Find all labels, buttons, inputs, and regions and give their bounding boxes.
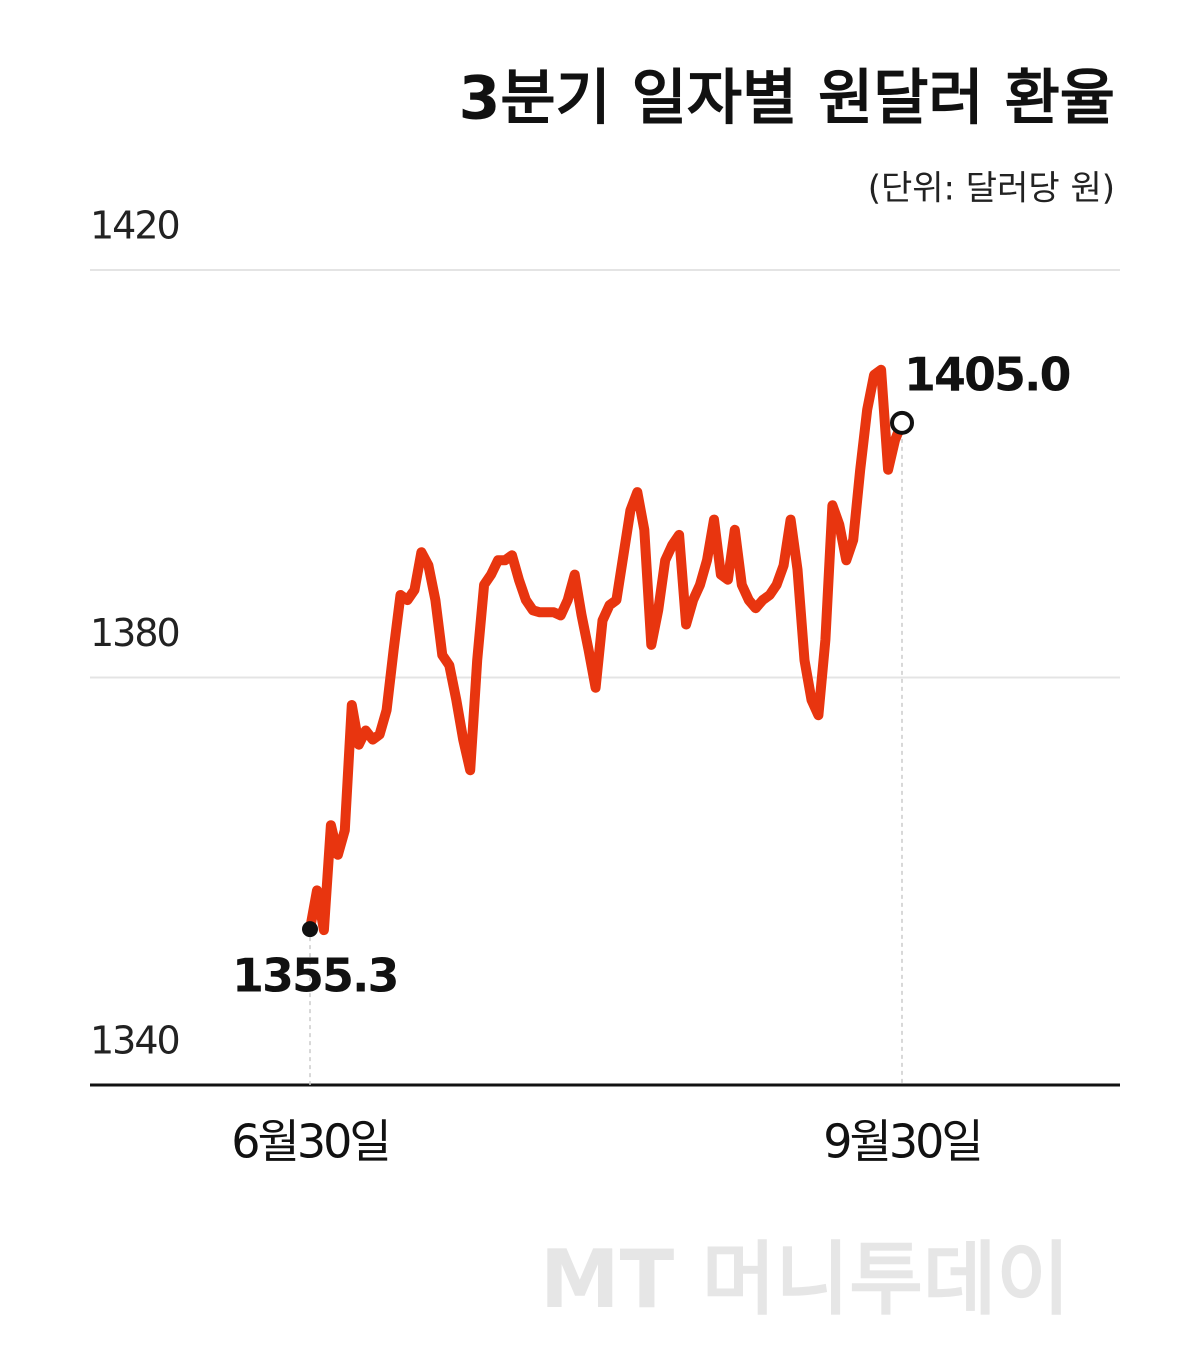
- line-series: [305, 364, 907, 936]
- watermark: MT 머니투데이: [540, 1233, 1070, 1326]
- data-label: 1405.0: [904, 347, 1070, 401]
- y-tick-label: 1380: [90, 611, 179, 655]
- end-marker: [890, 410, 914, 435]
- y-tick-label: 1340: [90, 1019, 179, 1063]
- x-tick-label: 6월30일: [231, 1115, 388, 1169]
- end-marker: [302, 921, 318, 938]
- y-tick-label: 1420: [90, 204, 179, 248]
- x-tick-label: 9월30일: [823, 1115, 980, 1169]
- data-label: 1355.3: [232, 949, 398, 1003]
- chart-title: 3분기 일자별 원달러 환율: [459, 64, 1115, 134]
- chart-subtitle: (단위: 달러당 원): [868, 169, 1115, 209]
